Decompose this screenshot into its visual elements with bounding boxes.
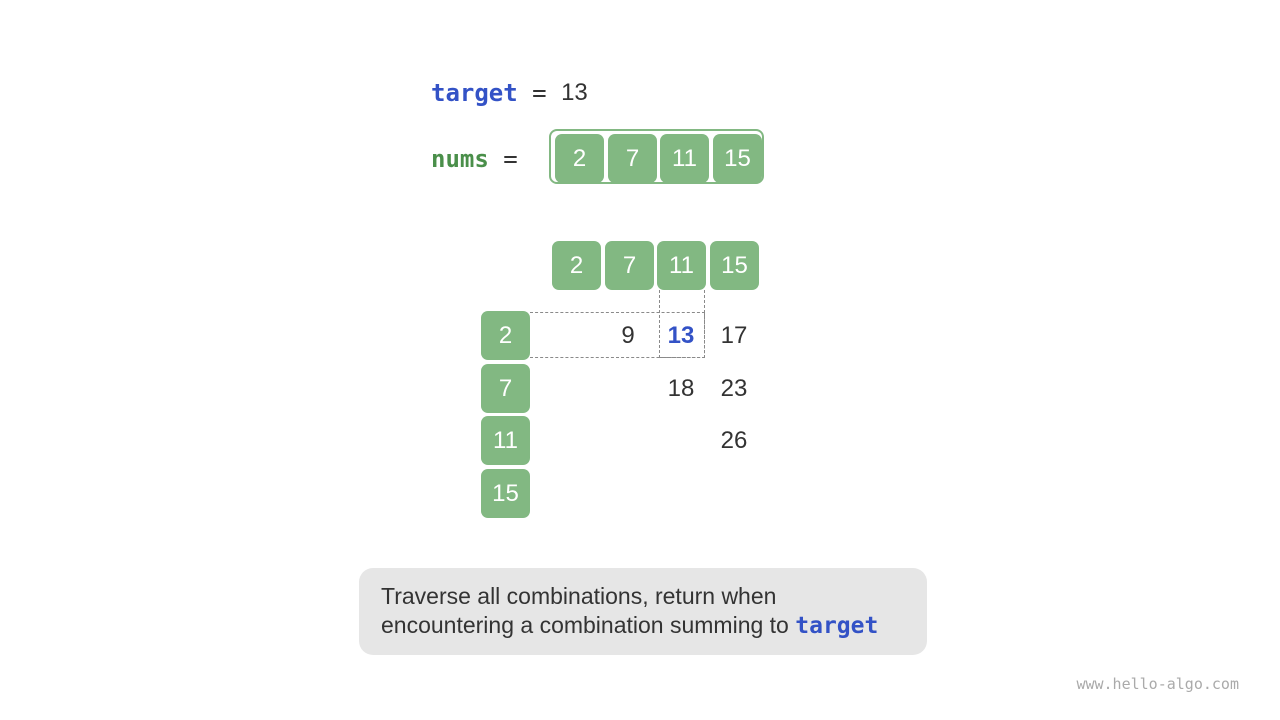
nums-line: nums = <box>431 142 532 176</box>
target-value: 13 <box>561 79 588 106</box>
row-header-cell: 15 <box>481 469 530 518</box>
target-keyword: target <box>431 79 518 107</box>
nums-cell: 11 <box>660 134 709 183</box>
nums-equals: = <box>488 145 533 173</box>
caption-box: Traverse all combinations, return when e… <box>359 568 927 655</box>
column-header-cell: 7 <box>605 241 654 290</box>
watermark: www.hello-algo.com <box>1076 675 1239 693</box>
highlight-column-guide <box>659 290 705 358</box>
nums-array-frame <box>549 129 764 184</box>
nums-keyword: nums <box>431 145 489 173</box>
caption-line-1: Traverse all combinations, return when <box>381 583 777 609</box>
nums-cell: 7 <box>608 134 657 183</box>
nums-cell: 2 <box>555 134 604 183</box>
row-header-cell: 7 <box>481 364 530 413</box>
caption-code-target: target <box>795 613 879 639</box>
sum-cell: 17 <box>720 322 748 349</box>
row-header-cell: 11 <box>481 416 530 465</box>
column-header-cell: 11 <box>657 241 706 290</box>
caption-line-2: encountering a combination summing to ta… <box>381 611 905 641</box>
column-header-cell: 15 <box>710 241 759 290</box>
sum-cell: 18 <box>667 375 695 402</box>
sum-cell-match: 13 <box>667 322 695 349</box>
sum-cell: 26 <box>720 427 748 454</box>
sum-cell: 9 <box>621 322 635 349</box>
row-header-cell: 2 <box>481 311 530 360</box>
caption-line-2-text: encountering a combination summing to <box>381 612 796 638</box>
sum-cell: 23 <box>720 375 748 402</box>
target-line: target = 13 <box>431 76 588 110</box>
target-equals: = <box>517 79 562 107</box>
nums-cell: 15 <box>713 134 762 183</box>
column-header-cell: 2 <box>552 241 601 290</box>
